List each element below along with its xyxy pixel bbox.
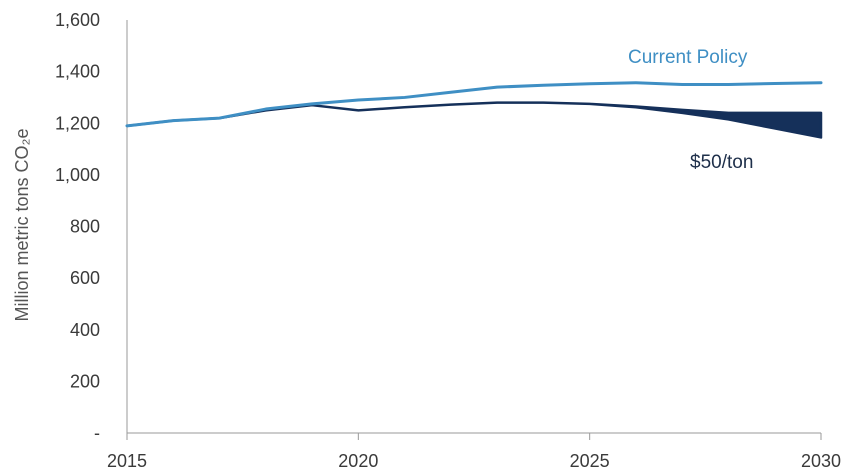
y-tick-label: 200 — [70, 371, 100, 391]
x-tick-label: 2030 — [801, 451, 841, 469]
y-tick-label: 400 — [70, 320, 100, 340]
y-tick-label: 1,600 — [55, 10, 100, 30]
y-tick-label: 1,200 — [55, 113, 100, 133]
plot-area — [125, 81, 823, 139]
y-tick-label: 1,000 — [55, 165, 100, 185]
series-label-current-policy: Current Policy — [628, 47, 748, 68]
x-tick-label: 2025 — [570, 451, 610, 469]
series-band-50-per-ton — [125, 101, 823, 139]
y-axis-title: Million metric tons CO₂e — [12, 128, 32, 321]
x-tick-label: 2020 — [338, 451, 378, 469]
y-tick-label: 600 — [70, 268, 100, 288]
y-tick-label: 800 — [70, 217, 100, 237]
x-axis-ticks: 2015 2020 2025 2030 — [107, 433, 841, 469]
y-tick-label: 1,400 — [55, 62, 100, 82]
y-axis-ticks: - 200 400 600 800 1,000 1,200 1,400 1,600 — [55, 10, 100, 443]
y-tick-label: - — [94, 423, 100, 443]
series-label-50-per-ton: $50/ton — [690, 152, 753, 173]
series-line-current-policy — [125, 81, 823, 128]
x-tick-label: 2015 — [107, 451, 147, 469]
